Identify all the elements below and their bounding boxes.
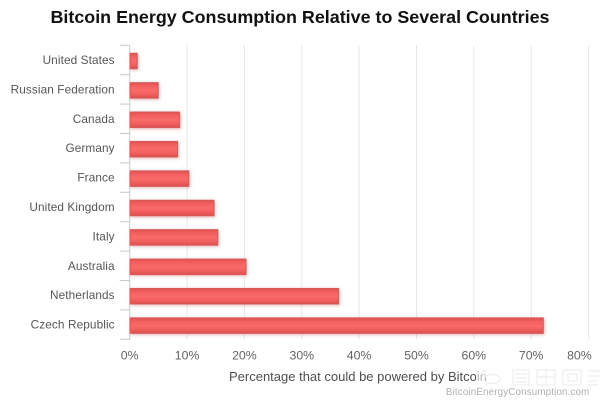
svg-text:Russian Federation: Russian Federation <box>11 82 115 96</box>
svg-text:60%: 60% <box>461 348 486 362</box>
svg-text:50%: 50% <box>404 348 429 362</box>
svg-text:Australia: Australia <box>68 259 115 273</box>
svg-text:United States: United States <box>43 53 115 67</box>
svg-text:Percentage that could be power: Percentage that could be powered by Bitc… <box>229 369 487 384</box>
svg-text:France: France <box>77 171 115 185</box>
svg-text:Bitcoin Energy Consumption Rel: Bitcoin Energy Consumption Relative to S… <box>50 7 549 27</box>
svg-text:Netherlands: Netherlands <box>50 288 115 302</box>
svg-text:10%: 10% <box>175 348 200 362</box>
svg-text:BitcoinEnergyConsumption.com: BitcoinEnergyConsumption.com <box>446 387 590 398</box>
svg-text:United Kingdom: United Kingdom <box>29 200 114 214</box>
svg-text:Canada: Canada <box>73 112 115 126</box>
svg-text:Italy: Italy <box>93 229 115 243</box>
svg-text:20%: 20% <box>232 348 257 362</box>
svg-text:30%: 30% <box>289 348 314 362</box>
svg-text:40%: 40% <box>347 348 372 362</box>
svg-text:Germany: Germany <box>65 141 114 155</box>
svg-text:70%: 70% <box>519 348 544 362</box>
svg-text:Czech Republic: Czech Republic <box>31 318 115 332</box>
svg-text:0%: 0% <box>121 348 139 362</box>
svg-text:80%: 80% <box>567 348 592 362</box>
